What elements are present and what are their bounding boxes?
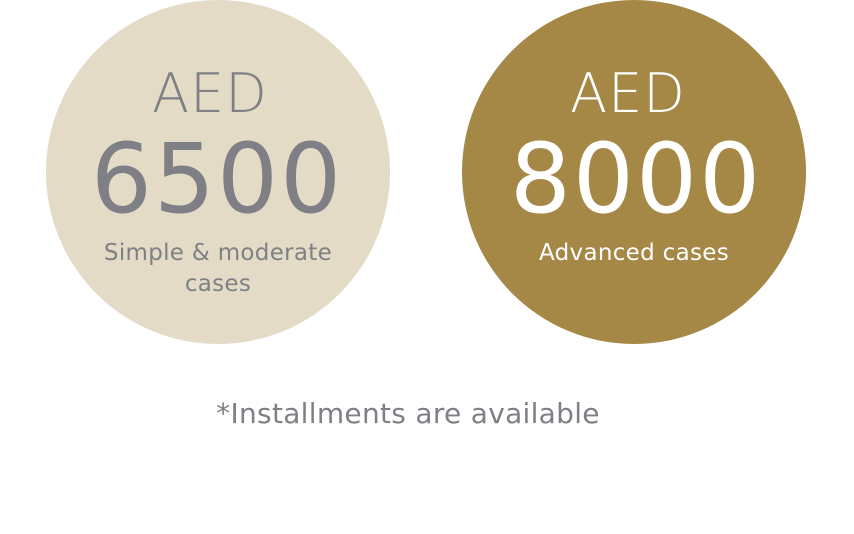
price-amount: 6500 [90,123,344,235]
plan-description-line: cases [184,271,252,297]
installments-note: *Installments are available [216,397,600,430]
currency-label: AED [152,62,268,125]
plan-description-line: Advanced cases [539,240,729,266]
price-circle-advanced: AED 8000 Advanced cases [462,0,806,344]
price-circle-simple: AED 6500 Simple & moderate cases [46,0,390,344]
price-amount: 8000 [509,123,763,235]
plan-description-line: Simple & moderate [103,240,333,266]
plan-description: Simple & moderate cases [46,238,390,300]
plan-description: Advanced cases [462,238,806,269]
currency-label: AED [570,62,686,125]
